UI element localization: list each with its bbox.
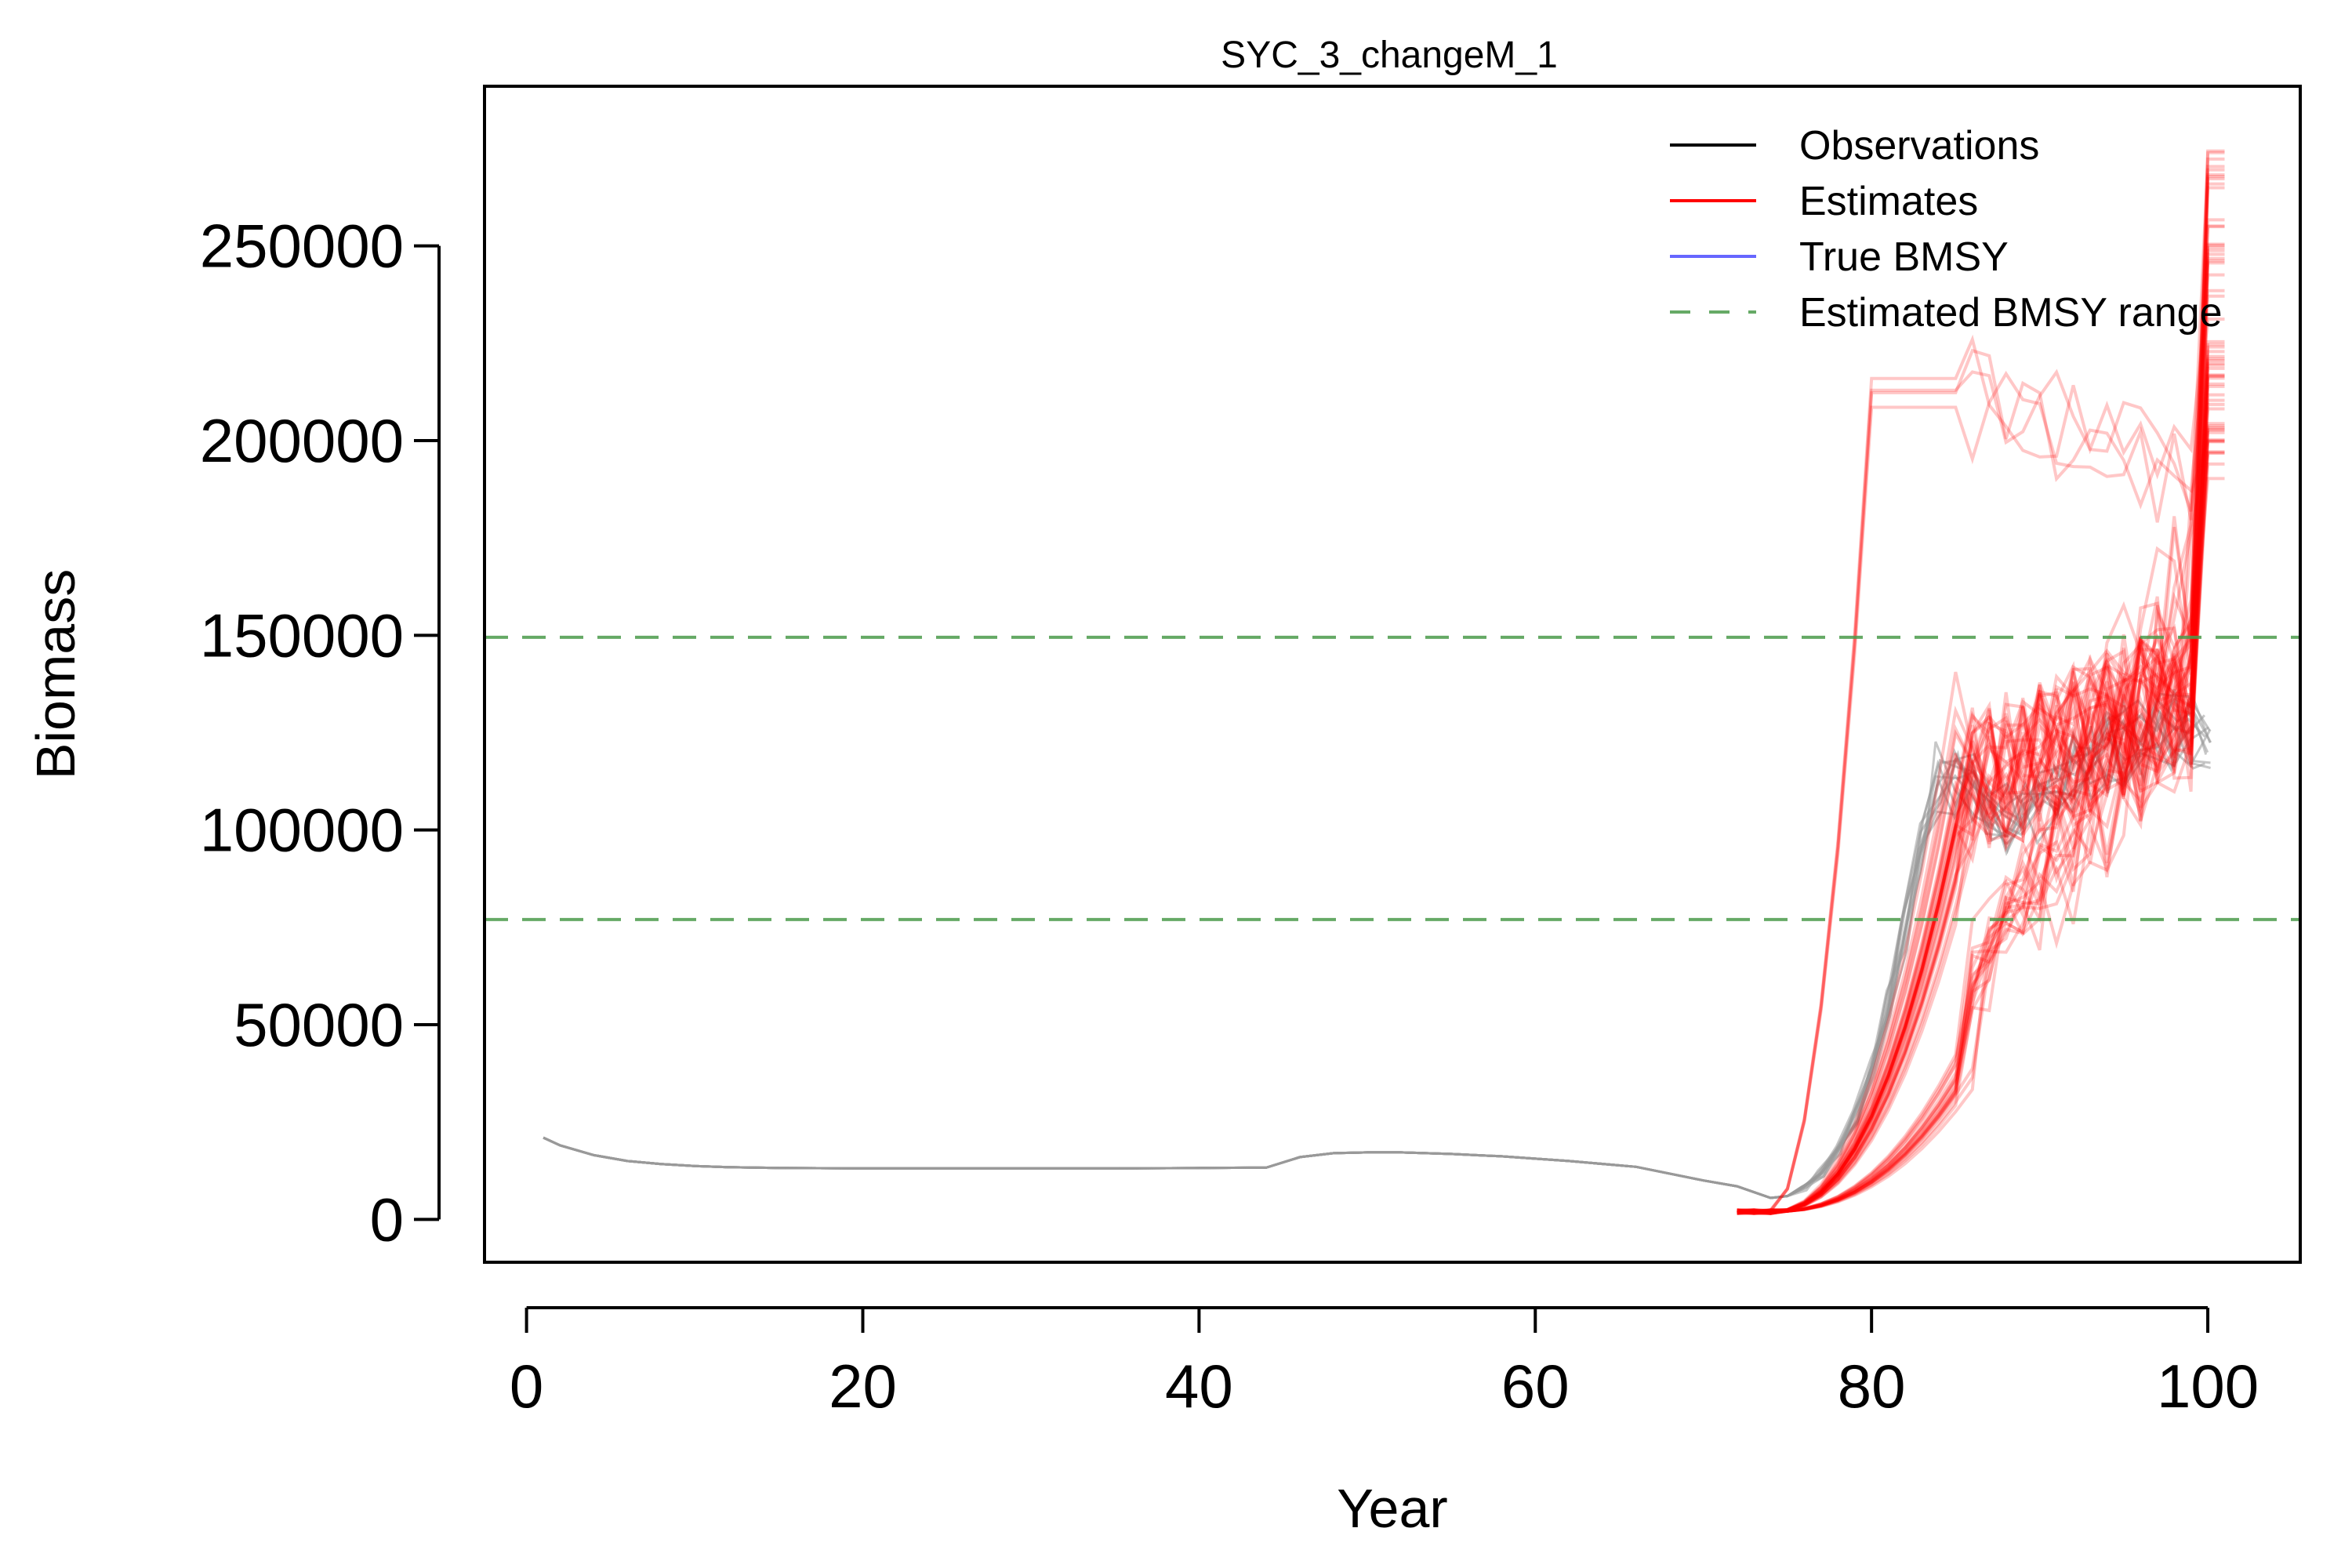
estimate-line xyxy=(1737,175,2225,1215)
estimate-line xyxy=(1737,375,2225,1215)
estimate-line xyxy=(1737,363,2225,1215)
estimate-line xyxy=(1737,384,2225,1212)
estimate-line xyxy=(1737,407,2225,1213)
plot-frame xyxy=(483,85,2302,1264)
estimate-line xyxy=(1737,252,2225,1215)
estimate-line xyxy=(1737,242,2225,1215)
estimate-line xyxy=(1737,289,2225,1214)
chart-title: SYC_3_changeM_1 xyxy=(1221,34,1558,76)
estimate-line xyxy=(1737,318,2225,1215)
x-tick-label: 60 xyxy=(1501,1352,1570,1421)
estimate-line xyxy=(1737,477,2225,1215)
estimate-line xyxy=(1737,294,2225,1215)
estimate-line xyxy=(1737,440,2225,1214)
y-axis-label: Biomass xyxy=(25,569,86,779)
estimate-line xyxy=(1737,354,2225,1214)
estimate-line xyxy=(1737,249,2225,1215)
estimate-line xyxy=(1737,450,2225,1215)
estimate-line xyxy=(1737,366,2225,1214)
estimate-line xyxy=(1737,422,2225,1215)
bmsy-range-lines xyxy=(485,635,2300,921)
estimate-line xyxy=(1737,157,2225,1215)
estimate-line xyxy=(1737,374,2225,1215)
estimate-line xyxy=(1737,256,2225,1215)
estimate-line xyxy=(1737,259,2225,1214)
x-axis: 0 20 40 60 80 100 xyxy=(510,1306,2259,1421)
estimate-line xyxy=(1737,382,2225,1215)
estimate-line xyxy=(1737,393,2225,1215)
estimate-line xyxy=(1737,398,2225,1214)
estimate-line xyxy=(1737,350,2225,1215)
estimate-line xyxy=(1737,428,2225,1214)
estimate-line xyxy=(1737,261,2225,1214)
observation-line xyxy=(543,697,2208,1200)
x-axis-label: Year xyxy=(1337,1478,1447,1539)
estimate-line xyxy=(1737,245,2225,1215)
y-tick-label: 100000 xyxy=(200,796,404,865)
estimate-line xyxy=(1737,182,2225,1214)
legend-label: True BMSY xyxy=(1799,234,2009,280)
estimate-line xyxy=(1737,224,2225,1215)
x-tick-label: 100 xyxy=(2157,1352,2259,1421)
legend-label: Observations xyxy=(1799,123,2039,169)
estimate-line xyxy=(1737,339,2225,1215)
estimate-line xyxy=(1737,273,2225,1213)
y-axis: 0 50000 100000 150000 200000 250000 xyxy=(200,212,441,1254)
estimate-line xyxy=(1737,427,2225,1215)
x-tick-label: 40 xyxy=(1165,1352,1233,1421)
estimate-line xyxy=(1737,402,2225,1215)
estimate-line xyxy=(1737,168,2225,1215)
estimate-line xyxy=(1737,373,2225,1215)
estimate-line xyxy=(1737,177,2225,1214)
estimate-line xyxy=(1737,345,2225,1214)
legend-label: Estimates xyxy=(1799,179,1978,224)
x-tick-label: 80 xyxy=(1838,1352,1906,1421)
y-tick-label: 150000 xyxy=(200,601,404,670)
estimate-line xyxy=(1737,359,2225,1213)
estimate-line xyxy=(1737,149,2225,1215)
estimate-line xyxy=(1737,452,2225,1215)
legend-label: Estimated BMSY range xyxy=(1799,290,2223,336)
estimate-line xyxy=(1737,439,2225,1215)
estimate-line xyxy=(1737,426,2225,1215)
estimate-line xyxy=(1737,225,2225,1214)
estimate-line xyxy=(1737,343,2225,1214)
estimate-line xyxy=(1737,424,2225,1214)
y-tick-label: 0 xyxy=(370,1185,404,1254)
estimate-line xyxy=(1737,462,2225,1215)
estimate-line xyxy=(1737,357,2225,1215)
y-tick-label: 50000 xyxy=(234,990,404,1059)
plot-area xyxy=(543,149,2225,1215)
observation-line xyxy=(543,692,2211,1200)
estimate-line xyxy=(1737,361,2225,1215)
x-tick-label: 0 xyxy=(510,1352,543,1421)
estimate-line xyxy=(1737,376,2225,1214)
estimate-line xyxy=(1737,165,2225,1215)
estimate-line xyxy=(1737,151,2225,1215)
estimate-line xyxy=(1737,439,2225,1214)
estimate-line xyxy=(1737,438,2225,1214)
y-tick-label: 250000 xyxy=(200,212,404,281)
estimate-line xyxy=(1737,451,2225,1214)
estimate-line xyxy=(1737,218,2225,1214)
estimate-line xyxy=(1737,186,2225,1215)
estimate-line xyxy=(1737,430,2225,1215)
x-tick-label: 20 xyxy=(829,1352,897,1421)
y-tick-label: 200000 xyxy=(200,406,404,475)
estimate-line xyxy=(1737,243,2225,1215)
estimate-line xyxy=(1737,173,2225,1214)
legend: Observations Estimates True BMSY Estimated … xyxy=(1670,123,2223,336)
